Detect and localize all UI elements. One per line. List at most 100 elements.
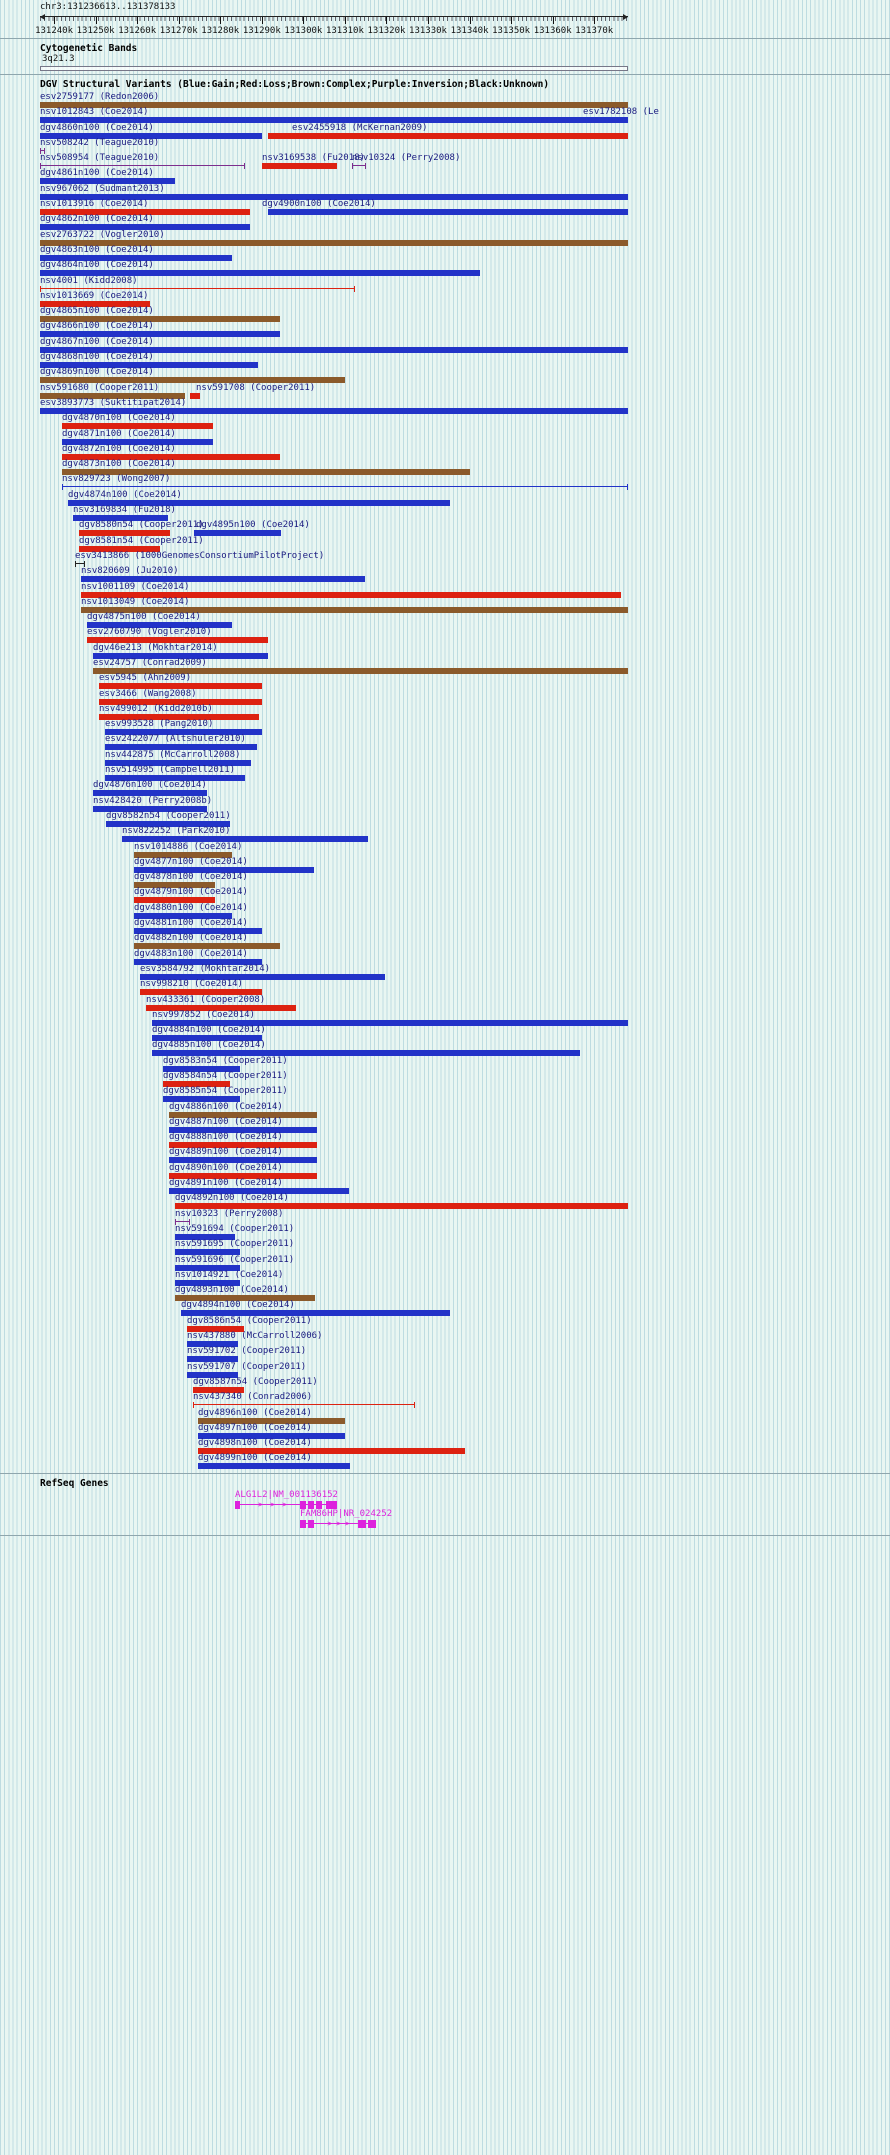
variant-label[interactable]: nsv1013916 (Coe2014)	[40, 199, 149, 210]
variant-bar[interactable]	[40, 163, 245, 170]
variant-bar[interactable]	[62, 438, 213, 445]
variant-label[interactable]: nsv591680 (Cooper2011)	[40, 382, 160, 393]
variant-label[interactable]: esv5945 (Ahn2009)	[99, 673, 192, 684]
variant-label[interactable]: nsv10324 (Perry2008)	[352, 153, 461, 164]
variant-label[interactable]: dgv4871n100 (Coe2014)	[62, 428, 176, 439]
variant-bar[interactable]	[40, 285, 355, 292]
variant-bar[interactable]	[75, 560, 85, 567]
variant-label[interactable]: dgv4898n100 (Coe2014)	[198, 1438, 312, 1449]
variant-label[interactable]: dgv4860n100 (Coe2014)	[40, 122, 154, 133]
variant-label[interactable]: dgv4900n100 (Coe2014)	[262, 199, 376, 210]
variant-bar[interactable]	[40, 117, 628, 124]
variant-bar[interactable]	[193, 1402, 415, 1409]
variant-bar[interactable]	[175, 1203, 628, 1210]
variant-bar[interactable]	[181, 1310, 450, 1317]
variant-label[interactable]: dgv8580n54 (Cooper2011)	[79, 520, 204, 531]
variant-label[interactable]: nsv591702 (Cooper2011)	[187, 1346, 307, 1357]
variant-label[interactable]: esv3466 (Wang2008)	[99, 688, 197, 699]
variant-bar[interactable]	[187, 1325, 244, 1332]
cytoband-label[interactable]: 3q21.3	[42, 54, 75, 64]
variant-label[interactable]: nsv591708 (Cooper2011)	[196, 382, 316, 393]
variant-label[interactable]: dgv4864n100 (Coe2014)	[40, 260, 154, 271]
variant-label[interactable]: nsv514995 (Campbell2011)	[105, 765, 236, 776]
variant-label[interactable]: nsv4001 (Kidd2008)	[40, 275, 138, 286]
variant-label[interactable]: dgv4879n100 (Coe2014)	[134, 887, 248, 898]
variant-bar[interactable]	[40, 209, 250, 216]
variant-label[interactable]: nsv437340 (Conrad2006)	[193, 1392, 313, 1403]
variant-label[interactable]: dgv4887n100 (Coe2014)	[169, 1116, 283, 1127]
variant-label[interactable]: esv993528 (Pang2010)	[105, 719, 214, 730]
variant-bar[interactable]	[198, 1432, 345, 1439]
variant-bar[interactable]	[40, 316, 280, 323]
variant-label[interactable]: dgv4890n100 (Coe2014)	[169, 1162, 283, 1173]
variant-label[interactable]: dgv4874n100 (Coe2014)	[68, 489, 182, 500]
variant-bar[interactable]	[105, 775, 245, 782]
variant-bar[interactable]	[175, 1279, 240, 1286]
variant-label[interactable]: nsv3169834 (Fu2018)	[73, 505, 176, 516]
variant-bar[interactable]	[187, 1341, 238, 1348]
variant-bar[interactable]	[79, 530, 170, 537]
variant-label[interactable]: nsv967062 (Sudmant2013)	[40, 183, 165, 194]
variant-label[interactable]: dgv4891n100 (Coe2014)	[169, 1178, 283, 1189]
variant-bar[interactable]	[40, 362, 258, 369]
gene-model[interactable]: > > >	[235, 1500, 337, 1509]
variant-label[interactable]: dgv8586n54 (Cooper2011)	[187, 1315, 312, 1326]
variant-label[interactable]: nsv997852 (Coe2014)	[152, 1009, 255, 1020]
variant-bar[interactable]	[81, 576, 365, 583]
variant-bar[interactable]	[81, 606, 628, 613]
variant-bar[interactable]	[163, 1065, 240, 1072]
variant-bar[interactable]	[40, 178, 175, 185]
variant-bar[interactable]	[146, 1004, 296, 1011]
variant-label[interactable]: esv1782108 (Le	[583, 107, 659, 118]
variant-label[interactable]: nsv1013049 (Coe2014)	[81, 596, 190, 607]
variant-label[interactable]: nsv829723 (Wong2007)	[62, 474, 171, 485]
variant-label[interactable]: nsv1012843 (Coe2014)	[40, 107, 149, 118]
variant-label[interactable]: dgv4878n100 (Coe2014)	[134, 872, 248, 883]
variant-label[interactable]: dgv4880n100 (Coe2014)	[134, 902, 248, 913]
variant-label[interactable]: dgv4863n100 (Coe2014)	[40, 244, 154, 255]
variant-label[interactable]: dgv4886n100 (Coe2014)	[169, 1101, 283, 1112]
variant-bar[interactable]	[62, 453, 280, 460]
variant-bar[interactable]	[40, 132, 262, 139]
variant-label[interactable]: nsv591707 (Cooper2011)	[187, 1361, 307, 1372]
variant-bar[interactable]	[169, 1142, 317, 1149]
variant-label[interactable]: dgv4876n100 (Coe2014)	[93, 780, 207, 791]
variant-bar[interactable]	[262, 163, 337, 170]
variant-label[interactable]: esv24757 (Conrad2009)	[93, 657, 207, 668]
variant-label[interactable]: dgv4875n100 (Coe2014)	[87, 612, 201, 623]
variant-bar[interactable]	[169, 1157, 317, 1164]
variant-label[interactable]: nsv822252 (Park2010)	[122, 826, 231, 837]
variant-bar[interactable]	[169, 1188, 349, 1195]
variant-label[interactable]: nsv508242 (Teague2010)	[40, 137, 160, 148]
variant-bar[interactable]	[175, 1233, 235, 1240]
variant-bar[interactable]	[62, 469, 470, 476]
variant-bar[interactable]	[93, 790, 207, 797]
variant-bar[interactable]	[198, 1417, 345, 1424]
variant-label[interactable]: nsv591696 (Cooper2011)	[175, 1254, 295, 1265]
variant-label[interactable]: dgv46e213 (Mokhtar2014)	[93, 642, 218, 653]
variant-bar[interactable]	[40, 331, 280, 338]
variant-label[interactable]: nsv499012 (Kidd2010b)	[99, 703, 213, 714]
variant-label[interactable]: nsv998210 (Coe2014)	[140, 979, 243, 990]
variant-label[interactable]: dgv4893n100 (Coe2014)	[175, 1285, 289, 1296]
variant-label[interactable]: nsv1014886 (Coe2014)	[134, 841, 243, 852]
variant-bar[interactable]	[268, 209, 628, 216]
variant-bar[interactable]	[187, 1356, 238, 1363]
variant-label[interactable]: dgv4882n100 (Coe2014)	[134, 933, 248, 944]
variant-bar[interactable]	[40, 346, 628, 353]
variant-label[interactable]: esv2763722 (Vogler2010)	[40, 229, 165, 240]
variant-bar[interactable]	[105, 729, 262, 736]
variant-label[interactable]: dgv4892n100 (Coe2014)	[175, 1193, 289, 1204]
variant-label[interactable]: dgv4896n100 (Coe2014)	[198, 1407, 312, 1418]
variant-bar[interactable]	[40, 254, 232, 261]
variant-bar[interactable]	[140, 989, 262, 996]
variant-bar[interactable]	[93, 667, 628, 674]
variant-label[interactable]: nsv3169538 (Fu2018)	[262, 153, 365, 164]
variant-label[interactable]: dgv8582n54 (Cooper2011)	[106, 810, 231, 821]
variant-label[interactable]: nsv442875 (McCarroll2008)	[105, 749, 241, 760]
variant-bar[interactable]	[62, 484, 628, 491]
variant-label[interactable]: nsv1001109 (Coe2014)	[81, 581, 190, 592]
variant-bar[interactable]	[99, 698, 262, 705]
variant-bar[interactable]	[40, 392, 185, 399]
variant-label[interactable]: esv3584792 (Mokhtar2014)	[140, 963, 271, 974]
